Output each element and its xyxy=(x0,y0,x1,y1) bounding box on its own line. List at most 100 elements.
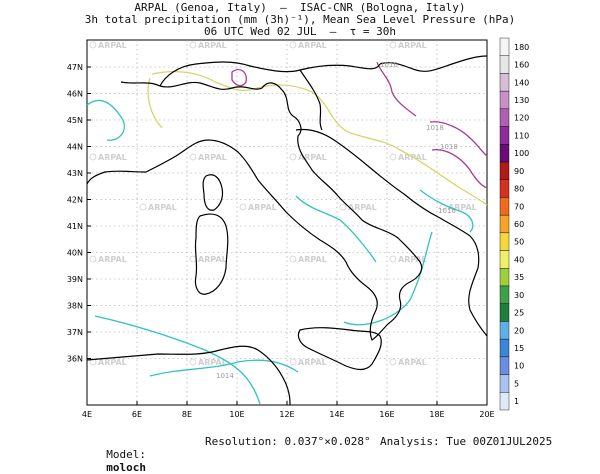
isobar-1016-w xyxy=(147,77,163,129)
colorbar-label: 20 xyxy=(514,326,524,335)
lon-label: 8E xyxy=(182,410,192,419)
colorbar-swatch xyxy=(499,356,510,375)
lon-label: 18E xyxy=(429,410,444,419)
arpal-watermark: ARPAL xyxy=(289,153,327,162)
lat-label: 43N xyxy=(67,169,83,178)
svg-text:ARPAL: ARPAL xyxy=(348,203,377,212)
colorbar-swatch xyxy=(499,303,510,322)
arpal-watermark: ARPAL xyxy=(339,203,377,212)
svg-text:ARPAL: ARPAL xyxy=(148,203,177,212)
coast-corsica xyxy=(202,174,224,211)
svg-text:ARPAL: ARPAL xyxy=(298,153,327,162)
border-alps xyxy=(159,61,381,87)
lat-label: 41N xyxy=(67,222,83,231)
arpal-watermark: ARPAL xyxy=(89,41,127,50)
lon-label: 6E xyxy=(132,410,142,419)
isobar-1014-contours xyxy=(86,99,474,405)
colorbar-label: 5 xyxy=(514,379,519,388)
coast-adriatic-east xyxy=(295,128,480,269)
arpal-watermark: ARPAL xyxy=(289,41,327,50)
map-figure: ARPAL ARPAL ARPAL ARPAL ARPAL ARPAL ARPAL ARPAL… xyxy=(67,37,529,419)
svg-text:ARPAL: ARPAL xyxy=(198,153,227,162)
colorbar-label: 180 xyxy=(514,43,529,52)
isobar-label: 1016 xyxy=(380,61,398,69)
colorbar-swatch xyxy=(499,214,510,234)
isobar-1014-tunisia xyxy=(149,359,299,377)
colorbar-swatch xyxy=(499,285,510,304)
lat-label: 46N xyxy=(67,90,83,99)
colorbar-label: 110 xyxy=(514,131,529,140)
isobar-1014-central xyxy=(295,195,377,263)
arpal-watermark: ARPAL xyxy=(389,41,427,50)
colorbar-swatch xyxy=(499,90,510,110)
colorbar-label: 40 xyxy=(514,255,524,264)
colorbar-label: 50 xyxy=(514,238,524,247)
lat-label: 39N xyxy=(67,275,83,284)
svg-text:ARPAL: ARPAL xyxy=(398,41,427,50)
colorbar-label: 140 xyxy=(514,78,529,87)
colorbar-label: 160 xyxy=(514,61,529,70)
isobar-1014-south xyxy=(94,315,261,405)
arpal-watermark: ARPAL xyxy=(139,203,177,212)
footer-resolution: Resolution: 0.037°×0.028° xyxy=(205,435,371,448)
colorbar-swatch xyxy=(499,37,510,56)
coast-sardinia xyxy=(194,213,229,295)
colorbar-label: 90 xyxy=(514,167,524,176)
lon-label: 12E xyxy=(279,410,294,419)
footer-analysis: Analysis: Tue 00Z01JUL2025 xyxy=(380,435,553,448)
svg-text:ARPAL: ARPAL xyxy=(448,203,477,212)
arpal-watermark: ARPAL xyxy=(89,255,127,264)
footer-model-value: moloch xyxy=(106,461,146,474)
svg-text:ARPAL: ARPAL xyxy=(398,358,427,367)
colorbar-swatch xyxy=(499,144,510,163)
isobar-label: 1018 xyxy=(440,143,458,151)
lat-label: 36N xyxy=(67,355,83,364)
svg-text:ARPAL: ARPAL xyxy=(298,255,327,264)
arpal-watermark: ARPAL xyxy=(189,358,227,367)
isobar-label: 1014 xyxy=(216,372,234,380)
lat-label: 44N xyxy=(67,143,83,152)
isobar-1018-nw xyxy=(231,68,247,87)
isobar-1014-north xyxy=(86,99,125,141)
coast-france xyxy=(86,170,147,185)
colorbar-label: 10 xyxy=(514,362,524,371)
lon-label: 20E xyxy=(479,410,494,419)
lat-label: 38N xyxy=(67,302,83,311)
colorbar-label: 100 xyxy=(514,149,529,158)
coast-greece xyxy=(468,267,488,337)
lat-label: 40N xyxy=(67,249,83,258)
colorbar-swatch xyxy=(499,374,510,393)
colorbar-label: 70 xyxy=(514,202,524,211)
arpal-watermark: ARPAL xyxy=(189,153,227,162)
svg-text:ARPAL: ARPAL xyxy=(98,255,127,264)
colorbar-swatch xyxy=(499,268,510,287)
coast-italy-peninsula xyxy=(120,81,423,341)
map-gridlines xyxy=(86,40,488,405)
colorbar-swatch xyxy=(499,338,510,358)
colorbar-swatch xyxy=(499,179,510,198)
isobar-1016-contours xyxy=(147,70,488,206)
isobar-1018-e1 xyxy=(429,121,488,157)
arpal-watermark: ARPAL xyxy=(289,255,327,264)
isobar-1016-alps xyxy=(151,70,488,206)
coastlines xyxy=(86,55,488,406)
colorbar-label: 80 xyxy=(514,185,524,194)
coast-sicily xyxy=(297,327,382,371)
isobar-1018-e2 xyxy=(431,149,488,189)
header-title-line2: 3h total precipitation (mm (3h)⁻¹), Mean… xyxy=(84,13,516,26)
svg-text:ARPAL: ARPAL xyxy=(198,255,227,264)
border-slovenia xyxy=(299,69,323,131)
lon-label: 10E xyxy=(229,410,244,419)
svg-text:ARPAL: ARPAL xyxy=(98,153,127,162)
footer-model: Model: moloch xyxy=(93,435,146,474)
colorbar-swatch xyxy=(499,108,510,127)
colorbar-label: 1 xyxy=(514,397,519,406)
colorbar-swatch xyxy=(499,197,510,216)
map-watermarks: ARPAL ARPAL ARPAL ARPAL ARPAL ARPAL ARPAL ARPAL… xyxy=(89,41,477,367)
header-title-line1: ARPAL (Genoa, Italy) — ISAC-CNR (Bologna… xyxy=(134,1,466,14)
header-title-line3: 06 UTC Wed 02 JUL — τ = 30h xyxy=(203,25,397,38)
colorbar-label: 120 xyxy=(514,114,529,123)
colorbar-swatch xyxy=(499,161,510,180)
isobar-1018-contours xyxy=(231,61,488,189)
svg-text:ARPAL: ARPAL xyxy=(298,41,327,50)
